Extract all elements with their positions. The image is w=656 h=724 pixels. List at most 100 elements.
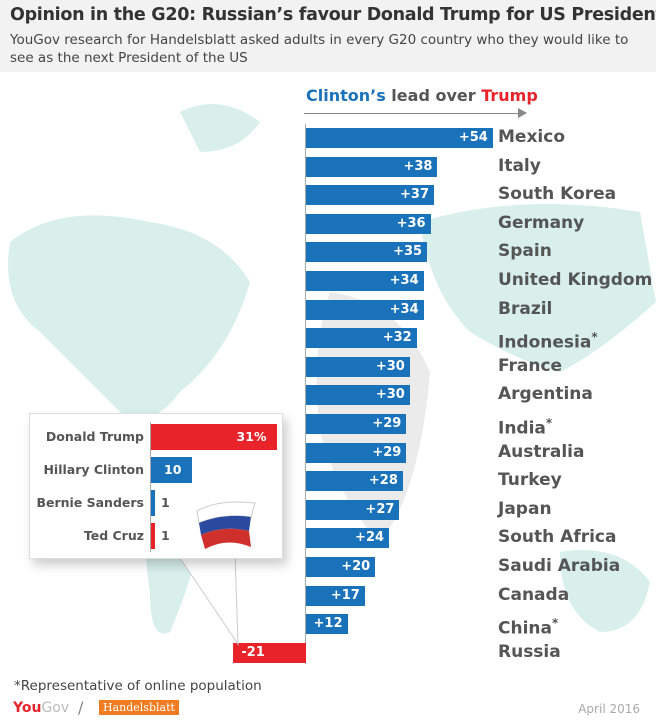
country-name: Australia — [498, 441, 585, 462]
handelsblatt-logo: Handelsblatt — [99, 700, 179, 715]
inset-candidate-label: Donald Trump — [45, 429, 144, 444]
bar-russia: -21 — [233, 642, 306, 663]
country-label: India* — [498, 413, 552, 439]
country-label: Russia — [498, 642, 561, 662]
header: Opinion in the G20: Russian’s favour Don… — [0, 0, 656, 72]
bar-value-label: +29 — [372, 416, 402, 431]
country-name: China — [498, 618, 552, 639]
bar-value-label: +30 — [375, 387, 405, 403]
chart-title-middle: lead over — [385, 86, 482, 105]
asterisk-marker: * — [551, 616, 559, 631]
bar-value-label: +12 — [313, 616, 343, 632]
yougov-logo-you: You — [13, 700, 42, 716]
inset-bar — [151, 490, 156, 516]
inset-candidate-label: Bernie Sanders — [36, 495, 144, 510]
arrow-right-icon — [304, 108, 527, 118]
inset-bar-value: 10 — [164, 462, 182, 477]
country-label: Germany — [498, 213, 584, 233]
inset-bar-value: 31% — [236, 429, 267, 444]
bar-china: +12 — [306, 614, 348, 635]
country-name: United Kingdom — [498, 270, 653, 290]
country-label: Turkey — [498, 470, 562, 490]
bar-mexico: +54 — [306, 128, 493, 148]
country-name: Italy — [498, 155, 541, 176]
country-label: South Africa — [498, 527, 617, 547]
country-label: France — [498, 356, 562, 376]
bar-value-label: +17 — [330, 587, 360, 603]
page-subtitle: YouGov research for Handelsblatt asked a… — [10, 32, 629, 66]
chart-title-clinton: Clinton’s — [306, 86, 386, 105]
country-name: South Korea — [498, 184, 617, 205]
country-name: Japan — [498, 498, 552, 519]
page-title: Opinion in the G20: Russian’s favour Don… — [10, 5, 656, 25]
country-label: Indonesia* — [498, 327, 598, 353]
country-label: Australia — [498, 442, 585, 462]
country-name: Russia — [498, 641, 561, 662]
bar-argentina: +30 — [306, 385, 410, 406]
zero-axis — [305, 124, 306, 664]
bar-united-kingdom: +34 — [306, 271, 424, 291]
inset-bar — [151, 523, 156, 549]
country-label: Mexico — [498, 127, 565, 147]
chart-title: Clinton’s lead over Trump — [306, 86, 538, 105]
asterisk-marker: * — [591, 330, 598, 345]
bar-france: +30 — [306, 356, 410, 377]
bar-turkey: +28 — [306, 471, 403, 492]
bar-spain: +35 — [306, 242, 428, 263]
bar-value-label: +37 — [400, 187, 430, 203]
publication-date: April 2016 — [578, 702, 640, 716]
bar-japan: +27 — [306, 499, 400, 520]
logo-separator: / — [78, 698, 84, 717]
inset-bar — [151, 457, 192, 483]
country-name: India — [498, 418, 546, 439]
country-name: Indonesia — [498, 332, 592, 353]
country-label: Brazil — [498, 299, 552, 319]
country-name: Saudi Arabia — [498, 556, 621, 576]
country-label: Spain — [498, 241, 552, 261]
bar-value-label: +28 — [368, 473, 398, 489]
country-label: Japan — [498, 499, 552, 519]
bar-brazil: +34 — [306, 299, 424, 320]
country-name: Argentina — [498, 384, 593, 405]
bar-value-label: +34 — [389, 301, 419, 317]
country-name: Mexico — [498, 127, 565, 147]
yougov-logo-gov: Gov — [41, 700, 70, 716]
bar-value-label: +30 — [375, 358, 405, 374]
bar-germany: +36 — [306, 213, 431, 234]
country-name: France — [498, 355, 563, 376]
bar-value-label: -21 — [241, 644, 265, 660]
footnote: *Representative of online population — [14, 678, 262, 694]
bar-italy: +38 — [306, 156, 438, 177]
asterisk-marker: * — [545, 416, 553, 430]
country-name: Turkey — [498, 470, 562, 491]
country-label: Argentina — [498, 384, 593, 404]
bar-canada: +17 — [306, 585, 365, 606]
country-name: Canada — [498, 584, 570, 605]
russia-flag-icon — [196, 501, 256, 549]
bar-value-label: +24 — [355, 530, 385, 546]
bar-value-label: +29 — [372, 444, 402, 460]
bar-value-label: +27 — [365, 501, 395, 517]
country-label: South Korea — [498, 184, 616, 204]
inset-axis — [150, 422, 151, 552]
bar-indonesia: +32 — [306, 328, 417, 349]
bar-value-label: +36 — [396, 215, 426, 231]
bar-south-korea: +37 — [306, 185, 435, 206]
bar-value-label: +34 — [389, 273, 419, 288]
country-label: China* — [498, 613, 558, 639]
bar-value-label: +20 — [341, 559, 371, 574]
country-label: Canada — [498, 585, 569, 605]
country-label: Saudi Arabia — [498, 556, 620, 576]
country-name: Germany — [498, 212, 585, 233]
country-name: Spain — [498, 241, 552, 262]
bar-australia: +29 — [306, 442, 407, 463]
bar-south-africa: +24 — [306, 528, 390, 549]
inset-bar-value: 1 — [161, 495, 170, 510]
inset-bar-value: 1 — [161, 528, 170, 543]
bar-india: +29 — [306, 414, 407, 434]
inset-candidate-label: Hillary Clinton — [43, 462, 144, 477]
bar-saudi-arabia: +20 — [306, 557, 376, 577]
russia-inset-panel: Donald Trump 31% Hillary Clinton 10 Bernie S… — [29, 413, 283, 559]
country-label: Italy — [498, 156, 541, 176]
